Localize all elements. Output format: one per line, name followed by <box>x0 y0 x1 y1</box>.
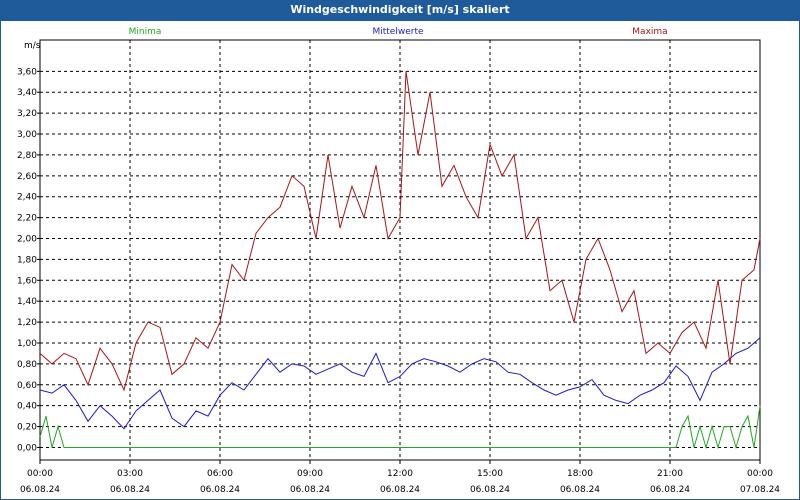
x-tick-time: 18:00 <box>567 469 593 479</box>
series-line-minima <box>39 405 761 450</box>
x-tick-time: 12:00 <box>387 469 413 479</box>
grid-lines <box>40 40 760 460</box>
x-tick-date: 07.08.24 <box>740 485 780 495</box>
legend-maxima: Maxima <box>632 27 667 37</box>
x-tick-date: 06.08.24 <box>470 485 510 495</box>
x-tick-date: 06.08.24 <box>650 485 690 495</box>
legend-minima: Minima <box>129 27 162 37</box>
chart-title: Windgeschwindigkeit [m/s] skaliert <box>290 3 510 16</box>
y-tick-label: 2,80 <box>17 151 37 161</box>
y-tick-label: 2,00 <box>17 235 37 245</box>
y-unit-label: m/s <box>24 41 41 51</box>
y-tick-label: 2,20 <box>17 214 37 224</box>
x-tick-date: 06.08.24 <box>290 485 330 495</box>
y-tick-label: 3,40 <box>17 88 37 98</box>
x-axis-ticks: 00:00 06.08.24 03:00 06.08.24 06:00 06.08.24 0… <box>20 460 780 495</box>
x-tick-time: 09:00 <box>297 469 323 479</box>
y-tick-label: 3,00 <box>17 130 37 140</box>
series-lines <box>39 71 761 450</box>
x-tick-time: 06:00 <box>207 469 233 479</box>
y-tick-label: 1,00 <box>17 339 37 349</box>
y-tick-label: 0,20 <box>17 423 37 433</box>
x-tick-date: 06.08.24 <box>560 485 600 495</box>
y-tick-label: 1,20 <box>17 318 37 328</box>
x-tick-time: 15:00 <box>477 469 503 479</box>
y-tick-label: 1,60 <box>17 276 37 286</box>
legend-mittelwerte: Mittelwerte <box>372 27 423 37</box>
title-bar <box>0 0 800 20</box>
x-tick-time: 03:00 <box>117 469 143 479</box>
y-tick-label: 3,20 <box>17 109 37 119</box>
y-tick-label: 1,80 <box>17 255 37 265</box>
x-tick-date: 06.08.24 <box>200 485 240 495</box>
series-line-maxima <box>39 71 761 392</box>
y-tick-label: 0,60 <box>17 381 37 391</box>
y-tick-label: 0,80 <box>17 360 37 370</box>
y-tick-label: 2,40 <box>17 193 37 203</box>
x-tick-date: 06.08.24 <box>380 485 420 495</box>
x-tick-date: 06.08.24 <box>20 485 60 495</box>
y-tick-label: 2,60 <box>17 172 37 182</box>
y-tick-label: 1,40 <box>17 297 37 307</box>
y-tick-label: 0,00 <box>17 443 37 453</box>
y-axis-ticks: 0,00 0,20 0,40 0,60 0,80 1,00 1,20 1,40 1,60 1,80… <box>17 67 40 453</box>
x-tick-date: 06.08.24 <box>110 485 150 495</box>
y-tick-label: 3,60 <box>17 67 37 77</box>
x-tick-time: 00:00 <box>27 469 53 479</box>
y-tick-label: 0,40 <box>17 402 37 412</box>
series-line-mittelwerte <box>39 337 761 430</box>
x-tick-time: 00:00 <box>747 469 773 479</box>
x-tick-time: 21:00 <box>657 469 683 479</box>
